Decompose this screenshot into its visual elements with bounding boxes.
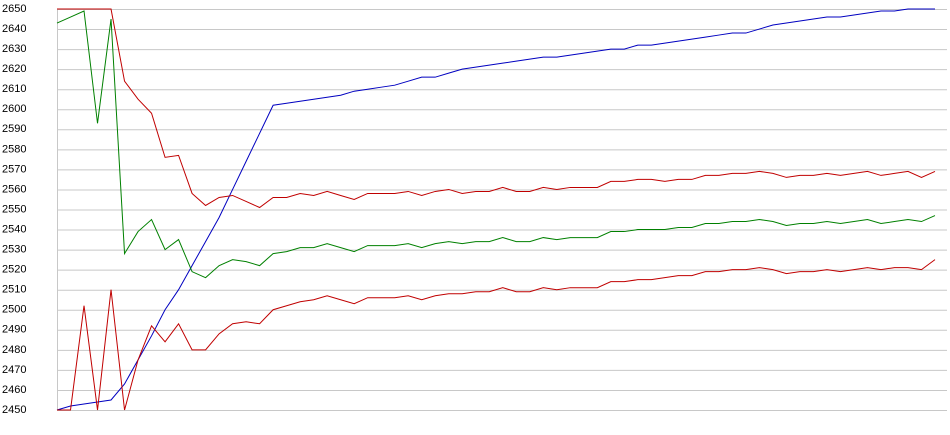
- y-tick-label: 2500: [2, 304, 26, 316]
- y-tick-label: 2630: [2, 43, 26, 55]
- y-tick-label: 2450: [2, 404, 26, 416]
- y-tick-label: 2510: [2, 284, 26, 296]
- y-tick-label: 2530: [2, 244, 26, 256]
- line-series: [57, 8, 936, 209]
- y-tick-label: 2620: [2, 63, 26, 75]
- y-tick-label: 2580: [2, 143, 26, 155]
- y-tick-label: 2640: [2, 23, 26, 35]
- y-tick-label: 2560: [2, 183, 26, 195]
- line-series: [57, 259, 936, 411]
- y-tick-label: 2550: [2, 203, 26, 215]
- y-tick-label: 2590: [2, 123, 26, 135]
- y-tick-label: 2610: [2, 83, 26, 95]
- y-tick-label: 2540: [2, 223, 26, 235]
- y-tick-label: 2570: [2, 163, 26, 175]
- y-tick-label: 2460: [2, 384, 26, 396]
- line-series: [56, 10, 936, 279]
- line-series: [56, 8, 935, 411]
- y-tick-label: 2470: [2, 364, 26, 376]
- y-tick-label: 2520: [2, 264, 26, 276]
- y-tick-label: 2650: [2, 3, 26, 15]
- y-tick-label: 2480: [2, 344, 26, 356]
- y-tick-label: 2490: [2, 324, 26, 336]
- y-tick-label: 2600: [2, 103, 26, 115]
